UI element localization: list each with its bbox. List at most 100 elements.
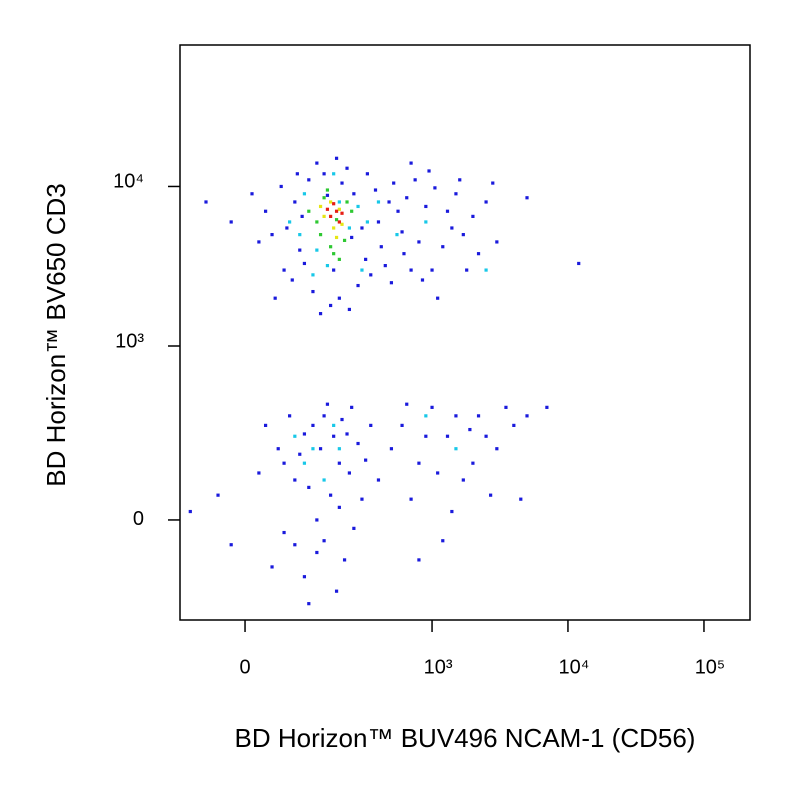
event-dot: [302, 432, 307, 436]
event-dot: [342, 558, 347, 562]
event-dot: [216, 493, 220, 497]
x-tick-label: 10⁵: [695, 656, 726, 678]
event-dot: [318, 312, 323, 316]
event-dot: [340, 181, 344, 185]
event-dot: [409, 497, 413, 501]
event-dot: [417, 240, 421, 244]
event-dot: [402, 252, 406, 256]
event-dot: [471, 214, 475, 218]
event-dot: [329, 200, 333, 204]
event-dot: [288, 414, 292, 418]
y-axis-title: BD Horizon™ BV650 CD3: [41, 183, 71, 486]
event-dot: [461, 233, 465, 237]
event-dot: [379, 245, 383, 249]
event-dot: [525, 196, 529, 200]
event-dot: [441, 539, 445, 543]
event-dot: [332, 202, 336, 206]
event-dot: [332, 268, 336, 272]
event-dot: [433, 186, 437, 190]
event-dot: [293, 478, 297, 482]
event-dot: [257, 240, 261, 244]
event-dot: [489, 493, 493, 497]
y-tick-label: 10³: [115, 330, 144, 352]
event-dot: [288, 220, 292, 224]
event-dot: [337, 505, 341, 509]
event-dot: [413, 178, 417, 182]
event-dot: [342, 238, 347, 243]
event-dot: [307, 485, 311, 490]
event-dot: [519, 497, 523, 501]
event-dot: [350, 405, 354, 409]
event-dot: [318, 233, 323, 237]
event-dot: [273, 296, 277, 300]
event-dot: [504, 405, 508, 409]
event-dot: [424, 414, 428, 418]
event-dot: [290, 278, 294, 282]
event-dot: [337, 207, 341, 211]
event-dot: [329, 245, 333, 249]
event-dot: [476, 414, 481, 418]
event-dot: [340, 222, 344, 226]
event-dot: [322, 478, 326, 482]
event-dot: [400, 230, 404, 234]
event-dot: [420, 278, 425, 282]
event-dot: [307, 602, 311, 606]
event-dot: [427, 169, 431, 173]
event-dot: [282, 461, 286, 465]
event-dot: [445, 209, 450, 213]
event-dot: [315, 550, 319, 555]
event-dot: [417, 461, 421, 465]
event-dot: [525, 414, 529, 418]
event-dot: [405, 402, 409, 406]
event-dot: [334, 218, 339, 222]
x-axis-title: BD Horizon™ BUV496 NCAM-1 (CD56): [235, 723, 696, 753]
event-dot: [476, 252, 481, 256]
event-dot: [471, 461, 475, 465]
event-dot: [405, 196, 409, 200]
event-dot: [400, 423, 404, 427]
event-dot: [495, 240, 499, 244]
event-dot: [369, 423, 373, 427]
x-tick-label: 10³: [424, 656, 453, 678]
event-dot: [350, 235, 354, 240]
event-dot: [545, 405, 549, 409]
event-dot: [424, 204, 428, 209]
event-dot: [315, 518, 319, 522]
event-dot: [311, 289, 315, 294]
event-dot: [424, 220, 428, 224]
event-dot: [337, 220, 341, 224]
event-dot: [270, 233, 274, 237]
event-dot: [491, 181, 495, 185]
event-dot: [285, 226, 289, 230]
event-dot: [360, 268, 364, 272]
event-dot: [322, 414, 326, 418]
event-dot: [392, 181, 396, 185]
event-dot: [332, 423, 336, 427]
event-dot: [204, 200, 208, 204]
event-dot: [329, 493, 333, 497]
event-dot: [430, 268, 434, 272]
event-dot: [322, 214, 326, 218]
event-dot: [298, 233, 302, 237]
event-dot: [322, 172, 326, 176]
event-dot: [307, 178, 311, 182]
event-dot: [364, 458, 368, 462]
event-dot: [484, 434, 488, 438]
y-tick-label: 0: [133, 508, 144, 530]
event-dot: [263, 423, 268, 427]
event-dot: [445, 434, 450, 438]
event-dot: [345, 432, 349, 436]
event-dot: [424, 434, 428, 438]
event-dot: [409, 268, 413, 272]
event-dot: [387, 200, 391, 204]
event-dot: [337, 257, 341, 261]
event-dot: [293, 200, 297, 204]
event-dot: [345, 200, 349, 204]
event-dot: [484, 200, 488, 204]
event-dot: [356, 441, 360, 446]
event-dot: [295, 172, 299, 176]
event-dot: [293, 543, 297, 547]
event-dot: [250, 192, 254, 196]
event-dot: [332, 226, 336, 230]
event-dot: [302, 575, 307, 579]
